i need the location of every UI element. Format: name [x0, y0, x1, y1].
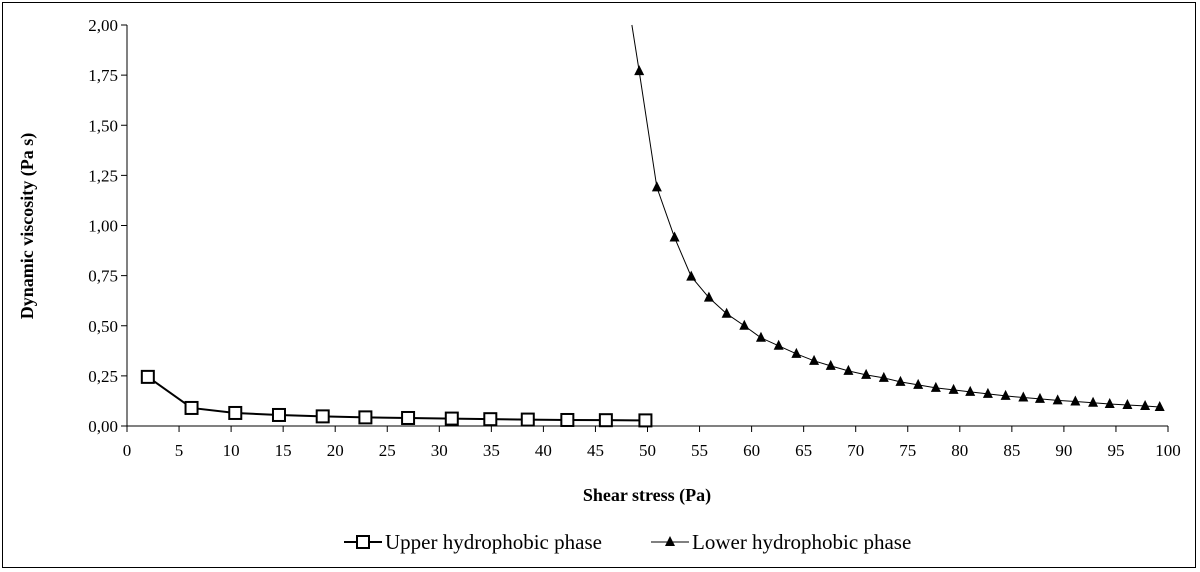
series-upper-point: [520, 412, 535, 427]
x-tick-label: 90: [1055, 441, 1072, 460]
series-lower-point: [1154, 400, 1165, 411]
y-tick-label: 0,25: [88, 367, 118, 386]
x-tick-label: 15: [275, 441, 292, 460]
x-tick-label: 20: [327, 441, 344, 460]
x-tick-label: 70: [847, 441, 864, 460]
y-tick-label: 0,75: [88, 267, 118, 286]
series-upper-point: [444, 411, 459, 426]
series-lower-point: [721, 307, 732, 318]
series-lower-point: [1052, 394, 1063, 405]
series-lower-point: [1000, 389, 1011, 400]
series-upper-point: [598, 413, 613, 428]
x-tick-label: 65: [795, 441, 812, 460]
x-tick-label: 40: [535, 441, 552, 460]
y-tick-label: 0,00: [88, 417, 118, 436]
series-upper-point: [184, 400, 199, 415]
y-tick-label: 1,50: [88, 116, 118, 135]
y-tick-label: 1,75: [88, 66, 118, 85]
series-lower-point: [1070, 395, 1081, 406]
series-upper-point: [483, 412, 498, 427]
y-tick-label: 0,50: [88, 317, 118, 336]
series-lower-point: [634, 65, 645, 76]
series-lower-point: [651, 181, 662, 192]
legend-marker-lower: [665, 536, 675, 546]
series-upper-point: [140, 369, 155, 384]
legend: Upper hydrophobic phase Lower hydrophobi…: [344, 530, 911, 554]
x-tick-label: 35: [483, 441, 500, 460]
series-lower-point: [791, 347, 802, 358]
series-lower-point: [1122, 398, 1133, 409]
x-tick-label: 60: [743, 441, 760, 460]
x-tick-label: 75: [899, 441, 916, 460]
series-upper-point: [358, 410, 373, 425]
series-lower-point: [930, 381, 941, 392]
x-tick-label: 100: [1155, 441, 1181, 460]
series-lower-point: [809, 354, 820, 365]
series-lower-point: [843, 364, 854, 375]
series-lower-point: [825, 359, 836, 370]
series-lower-point: [1104, 397, 1115, 408]
series-lower-point: [773, 339, 784, 350]
series-upper-point: [315, 409, 330, 424]
axis-ticks: 0 5 10 15 20 25 30 35 40 45 50 55 60 65 70 75 80 85 90 95 10…: [88, 16, 1181, 460]
x-tick-label: 30: [431, 441, 448, 460]
series-layer: [140, 24, 1165, 428]
series-upper-point: [401, 410, 416, 425]
y-tick-label: 1,00: [88, 217, 118, 236]
y-axis-title: Dynamic viscosity (Pa s): [17, 133, 38, 319]
series-lower-point: [982, 387, 993, 398]
x-tick-label: 95: [1107, 441, 1124, 460]
x-tick-label: 25: [379, 441, 396, 460]
series-lower-point: [703, 291, 714, 302]
x-tick-label: 5: [175, 441, 184, 460]
x-tick-label: 10: [223, 441, 240, 460]
series-upper-point: [560, 412, 575, 427]
x-tick-label: 0: [123, 441, 132, 460]
series-upper-point: [638, 413, 653, 428]
series-lower-point: [1018, 391, 1029, 402]
legend-label-lower: Lower hydrophobic phase: [692, 530, 911, 554]
series-lower-point: [861, 368, 872, 379]
x-tick-label: 80: [951, 441, 968, 460]
series-lower-point: [686, 270, 697, 281]
x-tick-label: 50: [639, 441, 656, 460]
x-tick-label: 55: [691, 441, 708, 460]
series-lower-point: [948, 383, 959, 394]
series-lower-point: [913, 378, 924, 389]
series-lower-point: [878, 371, 889, 382]
series-lower-line: [631, 24, 1160, 408]
series-lower-point: [1034, 392, 1045, 403]
x-tick-label: 45: [587, 441, 604, 460]
series-lower-point: [895, 375, 906, 386]
series-upper-point: [271, 407, 286, 422]
series-lower-point: [669, 231, 680, 242]
series-lower-point: [965, 385, 976, 396]
y-tick-label: 1,25: [88, 166, 118, 185]
x-axis-title: Shear stress (Pa): [583, 485, 711, 506]
y-tick-label: 2,00: [88, 16, 118, 35]
series-lower-point: [755, 331, 766, 342]
series-lower-point: [1140, 399, 1151, 410]
legend-marker-upper: [356, 535, 370, 549]
series-lower-point: [1088, 396, 1099, 407]
series-lower-point: [739, 319, 750, 330]
legend-label-upper: Upper hydrophobic phase: [385, 530, 602, 554]
x-tick-label: 85: [1003, 441, 1020, 460]
series-upper-point: [228, 405, 243, 420]
